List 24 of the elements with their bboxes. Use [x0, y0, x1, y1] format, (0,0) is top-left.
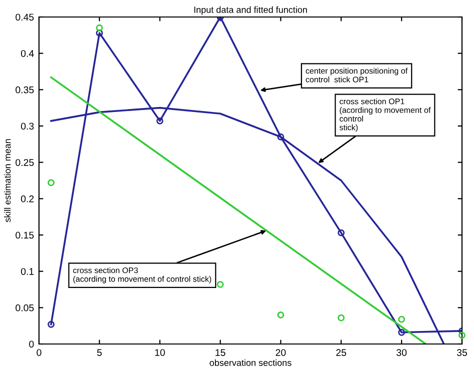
- annotation: cross section OP1 (acording to movement of control stick): [340, 98, 431, 132]
- x-tick-label: 10: [155, 349, 165, 356]
- y-tick-label: 0.2: [21, 195, 34, 202]
- y-tick-label: 0.4: [21, 50, 34, 57]
- y-axis-title: skill estimation mean: [4, 139, 11, 222]
- y-tick-label: 0.15: [16, 232, 34, 239]
- x-tick-label: 5: [97, 349, 102, 356]
- chart-title: Input data and fitted function: [194, 6, 307, 15]
- x-tick-label: 25: [336, 349, 346, 356]
- y-tick-label: 0: [29, 340, 34, 348]
- x-tick-label: 20: [276, 349, 286, 356]
- y-tick-label: 0.3: [21, 122, 34, 130]
- x-tick-label: 35: [456, 349, 467, 356]
- annotation: cross section OP3 (acording to movement of control stick): [73, 267, 212, 284]
- y-tick-label: 0.35: [16, 86, 34, 94]
- y-tick-label: 0.25: [16, 159, 34, 166]
- y-tick-label: 0.1: [21, 268, 34, 275]
- y-tick-label: 0.05: [16, 304, 34, 312]
- x-tick-label: 15: [216, 349, 226, 356]
- x-axis-title: observation sections: [210, 359, 292, 366]
- x-tick-label: 30: [396, 349, 407, 356]
- x-tick-label: 0: [36, 349, 42, 356]
- annotation: center position positioning of control stick OP1: [306, 68, 408, 82]
- y-tick-label: 0.45: [16, 14, 34, 21]
